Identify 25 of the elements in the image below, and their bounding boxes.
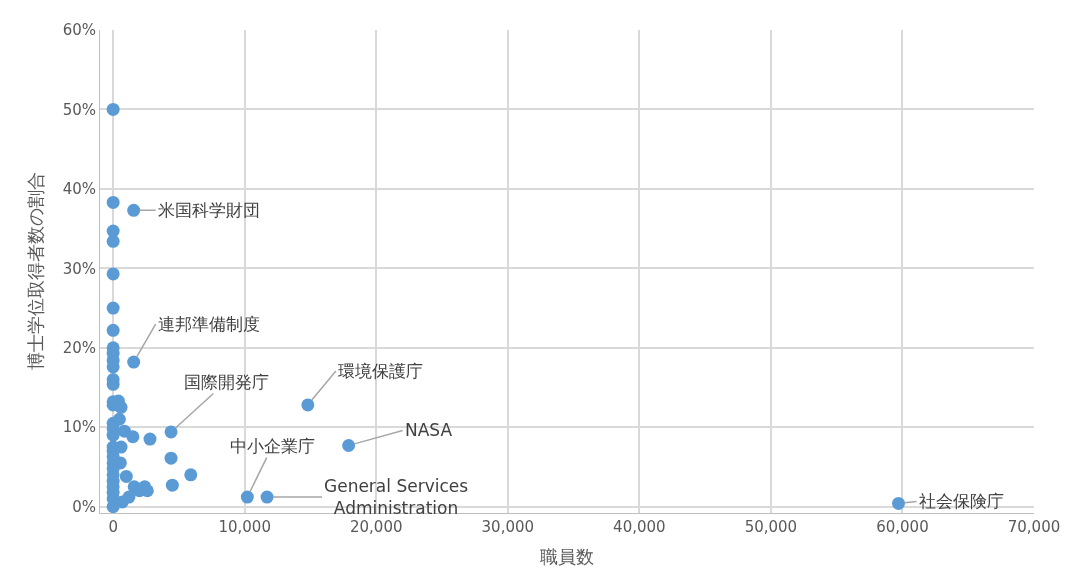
annotation: 連邦準備制度: [158, 314, 260, 334]
y-tick-label: 0%: [72, 497, 96, 516]
y-tick-label: 20%: [62, 339, 96, 358]
y-tick-label: 40%: [62, 180, 96, 199]
y-tick-label: 50%: [62, 100, 96, 119]
annotation: General Services Administration: [324, 476, 469, 519]
annotation: 社会保険庁: [919, 491, 1004, 511]
y-tick-label: 60%: [62, 21, 96, 40]
y-tick-label: 30%: [62, 259, 96, 278]
x-tick-label: 50,000: [744, 518, 798, 536]
x-tick-label: 10,000: [218, 518, 271, 536]
x-axis-title: 職員数: [540, 546, 594, 568]
x-tick-label: 20,000: [350, 518, 403, 536]
annotation: 国際開発庁: [184, 372, 269, 392]
x-tick-label: 60,000: [876, 518, 929, 536]
x-tick-label: 0: [108, 518, 118, 536]
y-tick-label: 10%: [62, 418, 96, 437]
x-tick-label: 30,000: [481, 518, 535, 536]
annotation: NASA: [405, 420, 453, 440]
x-tick-label: 70,000: [1007, 518, 1061, 536]
annotation: 環境保護庁: [338, 361, 423, 381]
annotation: 中小企業庁: [230, 436, 315, 456]
y-axis-title: 博士学位取得者数の割合: [24, 172, 46, 371]
x-tick-label: 40,000: [613, 518, 666, 536]
annotation: 米国科学財団: [158, 200, 260, 220]
